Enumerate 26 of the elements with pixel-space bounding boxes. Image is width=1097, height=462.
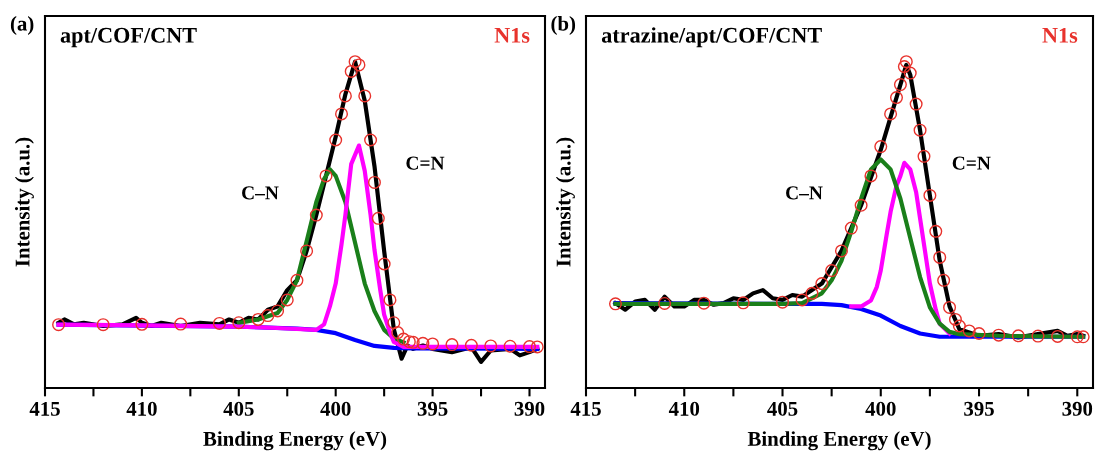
x-axis-title: Binding Energy (eV) (747, 431, 931, 451)
x-tick-label: 390 (514, 401, 545, 416)
annotation: C–N (786, 186, 823, 200)
x-tick-label: 405 (223, 401, 254, 416)
x-axis-title: Binding Energy (eV) (203, 431, 387, 451)
annotation: C=N (952, 156, 991, 170)
y-axis-title: Intensity (a.u.) (14, 137, 34, 267)
text: N1s (494, 27, 530, 43)
annotation: C=N (406, 156, 445, 170)
chart-subtitle: atrazine/apt/COF/CNT (601, 27, 822, 48)
x-tick-label: 395 (964, 401, 994, 416)
x-tick-label: 390 (1062, 401, 1093, 416)
x-tick-label: 405 (767, 401, 798, 416)
text: N1s (1042, 27, 1078, 43)
x-tick-label: 395 (417, 401, 448, 416)
chart-title: (a) (10, 16, 34, 35)
x-tick-label: 410 (668, 401, 700, 416)
annotation: C–N (242, 186, 279, 200)
x-tick-label: 400 (865, 401, 896, 416)
x-tick-label: 415 (29, 401, 60, 416)
x-tick-label: 415 (570, 401, 601, 416)
chart-title: (b) (551, 16, 576, 35)
x-tick-label: 400 (320, 401, 351, 416)
y-axis-title: Intensity (a.u.) (555, 137, 575, 267)
x-tick-label: 410 (126, 401, 157, 416)
chart-subtitle: apt/COF/CNT (60, 27, 197, 48)
